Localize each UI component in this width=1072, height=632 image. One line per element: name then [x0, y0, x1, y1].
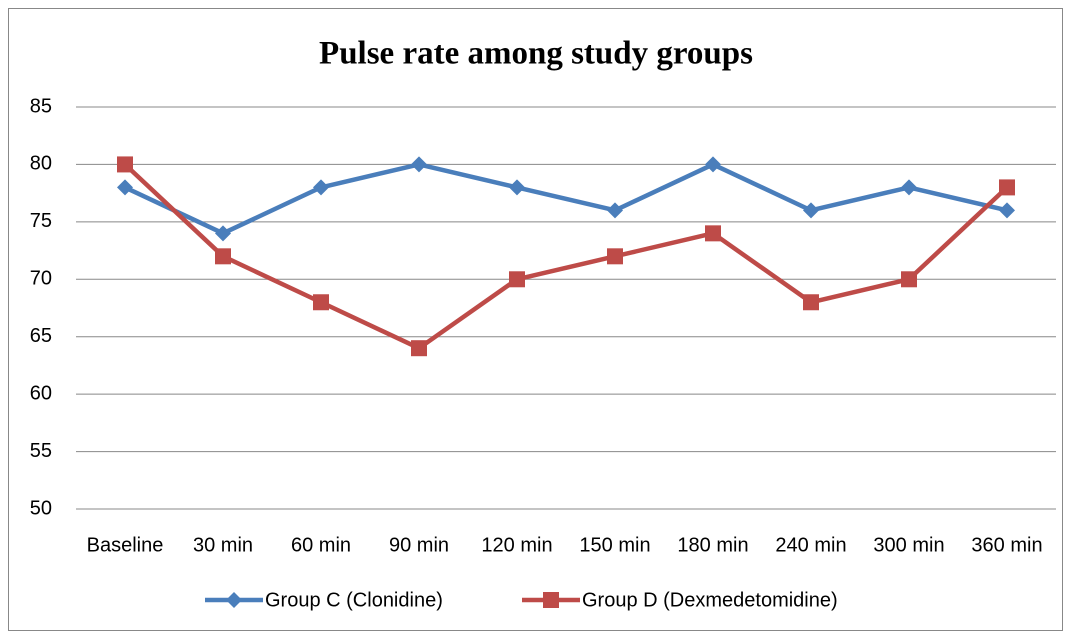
- data-point: [901, 271, 917, 288]
- x-tick-label: 60 min: [291, 534, 351, 556]
- data-point: [803, 294, 819, 311]
- x-tick-label: 360 min: [971, 534, 1042, 556]
- series-line: [123, 162, 1009, 351]
- legend-marker: [543, 592, 559, 608]
- y-tick-label: 85: [30, 95, 52, 117]
- y-tick-label: 50: [30, 497, 52, 519]
- data-point: [215, 225, 231, 242]
- data-point: [901, 179, 917, 196]
- x-tick-label: 120 min: [481, 534, 552, 556]
- legend-label: Group C (Clonidine): [265, 589, 443, 611]
- data-point: [705, 156, 721, 173]
- chart-frame: [8, 8, 1063, 631]
- x-tick-label: 240 min: [775, 534, 846, 556]
- data-point: [117, 179, 133, 196]
- data-point: [999, 179, 1015, 196]
- y-tick-label: 60: [30, 382, 52, 404]
- data-point: [411, 156, 427, 173]
- legend-marker: [226, 592, 242, 608]
- data-point: [313, 294, 329, 311]
- data-point: [999, 202, 1015, 219]
- x-tick-label: Baseline: [87, 534, 164, 556]
- y-tick-label: 75: [30, 210, 52, 232]
- data-point: [411, 340, 427, 357]
- x-tick-label: 30 min: [193, 534, 253, 556]
- data-point: [607, 248, 623, 265]
- y-tick-label: 65: [30, 325, 52, 347]
- data-point: [705, 225, 721, 242]
- data-point: [803, 202, 819, 219]
- series-line: [124, 162, 1008, 236]
- data-point: [313, 179, 329, 196]
- data-point: [509, 179, 525, 196]
- y-tick-label: 80: [30, 153, 52, 175]
- data-point: [607, 202, 623, 219]
- data-point: [117, 156, 133, 173]
- x-tick-label: 90 min: [389, 534, 449, 556]
- legend-label: Group D (Dexmedetomidine): [582, 589, 838, 611]
- y-tick-label: 70: [30, 268, 52, 290]
- x-tick-label: 180 min: [677, 534, 748, 556]
- data-point: [509, 271, 525, 288]
- x-tick-label: 150 min: [579, 534, 650, 556]
- chart-title: Pulse rate among study groups: [319, 36, 753, 72]
- data-point: [215, 248, 231, 265]
- x-tick-label: 300 min: [873, 534, 944, 556]
- y-tick-label: 55: [30, 440, 52, 462]
